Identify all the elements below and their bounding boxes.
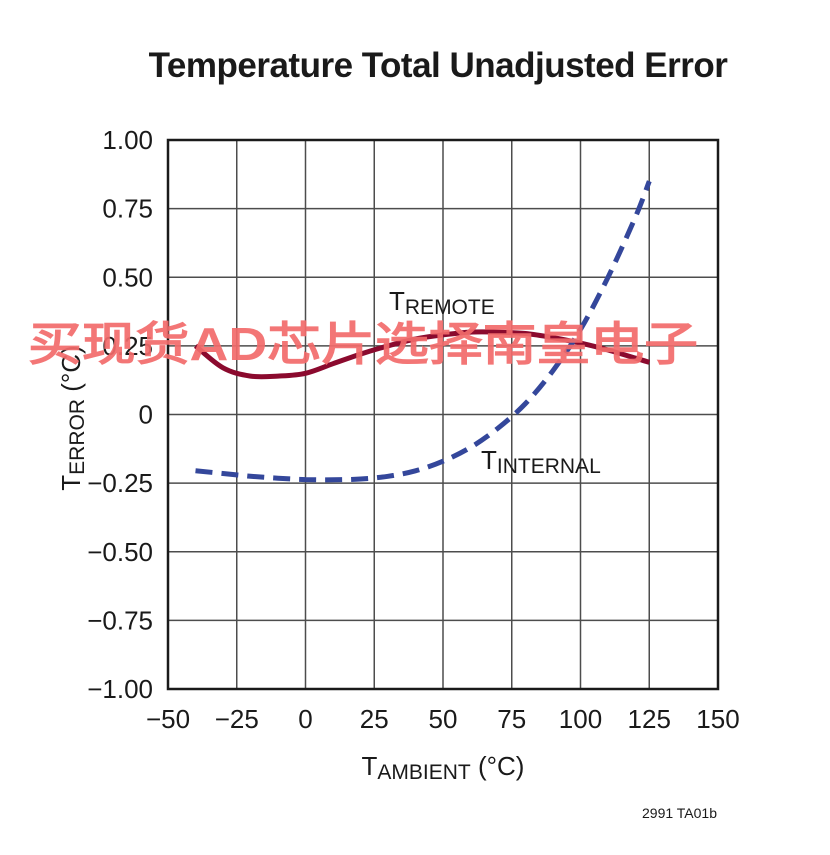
y-tick-label: −0.50 [87, 537, 153, 567]
watermark: 买现货AD芯片选择南皇电子 [28, 318, 698, 370]
series-line-internal [195, 180, 652, 483]
x-tick-labels: −50 −25 0 25 50 75 100 125 150 [146, 704, 740, 734]
x-tick-label: 50 [429, 704, 458, 734]
figure-code: 2991 TA01b [642, 805, 717, 821]
y-tick-label: 0.50 [102, 262, 153, 292]
series-label-internal: TINTERNAL [481, 445, 601, 478]
x-tick-label: 150 [696, 704, 739, 734]
x-tick-label: 75 [497, 704, 526, 734]
x-tick-label: 125 [628, 704, 671, 734]
x-tick-label: 25 [360, 704, 389, 734]
x-tick-label: −25 [215, 704, 259, 734]
x-tick-label: 100 [559, 704, 602, 734]
series-line-remote [193, 329, 650, 380]
chart-title: Temperature Total Unadjusted Error [149, 46, 729, 85]
x-axis-label: TAMBIENT (°C) [362, 751, 525, 784]
x-tick-label: −50 [146, 704, 190, 734]
series-layer [193, 180, 652, 483]
y-tick-label: −0.75 [87, 605, 153, 635]
y-tick-label: 0.75 [102, 194, 153, 224]
plot-frame [166, 138, 720, 691]
y-tick-label: −1.00 [87, 674, 153, 704]
y-axis-label: TERROR (°C) [56, 345, 89, 490]
series-label-remote: TREMOTE [389, 286, 495, 319]
y-tick-label: 1.00 [102, 125, 153, 155]
y-tick-label: −0.25 [87, 468, 153, 498]
grid [167, 139, 719, 690]
y-tick-label: 0.25 [102, 331, 153, 361]
y-tick-labels: 1.00 0.75 0.50 0.25 0 −0.25 −0.50 −0.75 −1.00 [87, 125, 153, 704]
y-tick-label: 0 [139, 400, 153, 430]
x-tick-label: 0 [298, 704, 312, 734]
